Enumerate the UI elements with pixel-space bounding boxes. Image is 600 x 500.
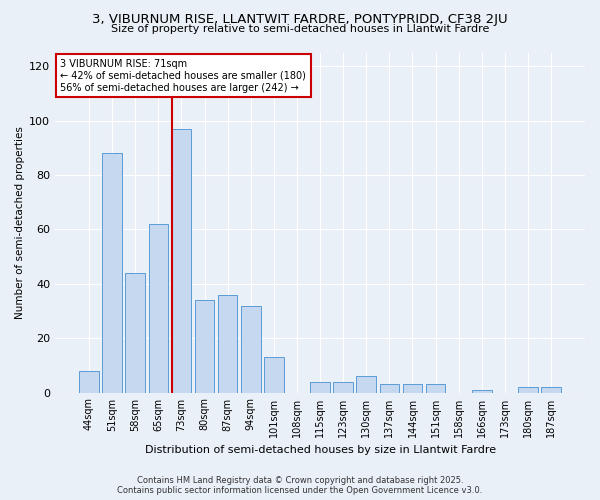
Text: 3 VIBURNUM RISE: 71sqm
← 42% of semi-detached houses are smaller (180)
56% of se: 3 VIBURNUM RISE: 71sqm ← 42% of semi-det… <box>61 60 307 92</box>
Bar <box>541 387 561 392</box>
Bar <box>472 390 491 392</box>
Text: Size of property relative to semi-detached houses in Llantwit Fardre: Size of property relative to semi-detach… <box>111 24 489 34</box>
Bar <box>380 384 399 392</box>
Bar <box>310 382 330 392</box>
Bar <box>426 384 445 392</box>
Bar <box>356 376 376 392</box>
Bar <box>79 371 99 392</box>
Y-axis label: Number of semi-detached properties: Number of semi-detached properties <box>15 126 25 319</box>
Text: Contains HM Land Registry data © Crown copyright and database right 2025.
Contai: Contains HM Land Registry data © Crown c… <box>118 476 482 495</box>
Bar <box>195 300 214 392</box>
Bar <box>172 128 191 392</box>
Bar <box>518 387 538 392</box>
X-axis label: Distribution of semi-detached houses by size in Llantwit Fardre: Distribution of semi-detached houses by … <box>145 445 496 455</box>
Bar <box>241 306 260 392</box>
Bar <box>103 153 122 392</box>
Bar <box>334 382 353 392</box>
Bar <box>403 384 422 392</box>
Text: 3, VIBURNUM RISE, LLANTWIT FARDRE, PONTYPRIDD, CF38 2JU: 3, VIBURNUM RISE, LLANTWIT FARDRE, PONTY… <box>92 12 508 26</box>
Bar <box>125 273 145 392</box>
Bar <box>264 357 284 392</box>
Bar <box>149 224 168 392</box>
Bar <box>218 294 238 392</box>
